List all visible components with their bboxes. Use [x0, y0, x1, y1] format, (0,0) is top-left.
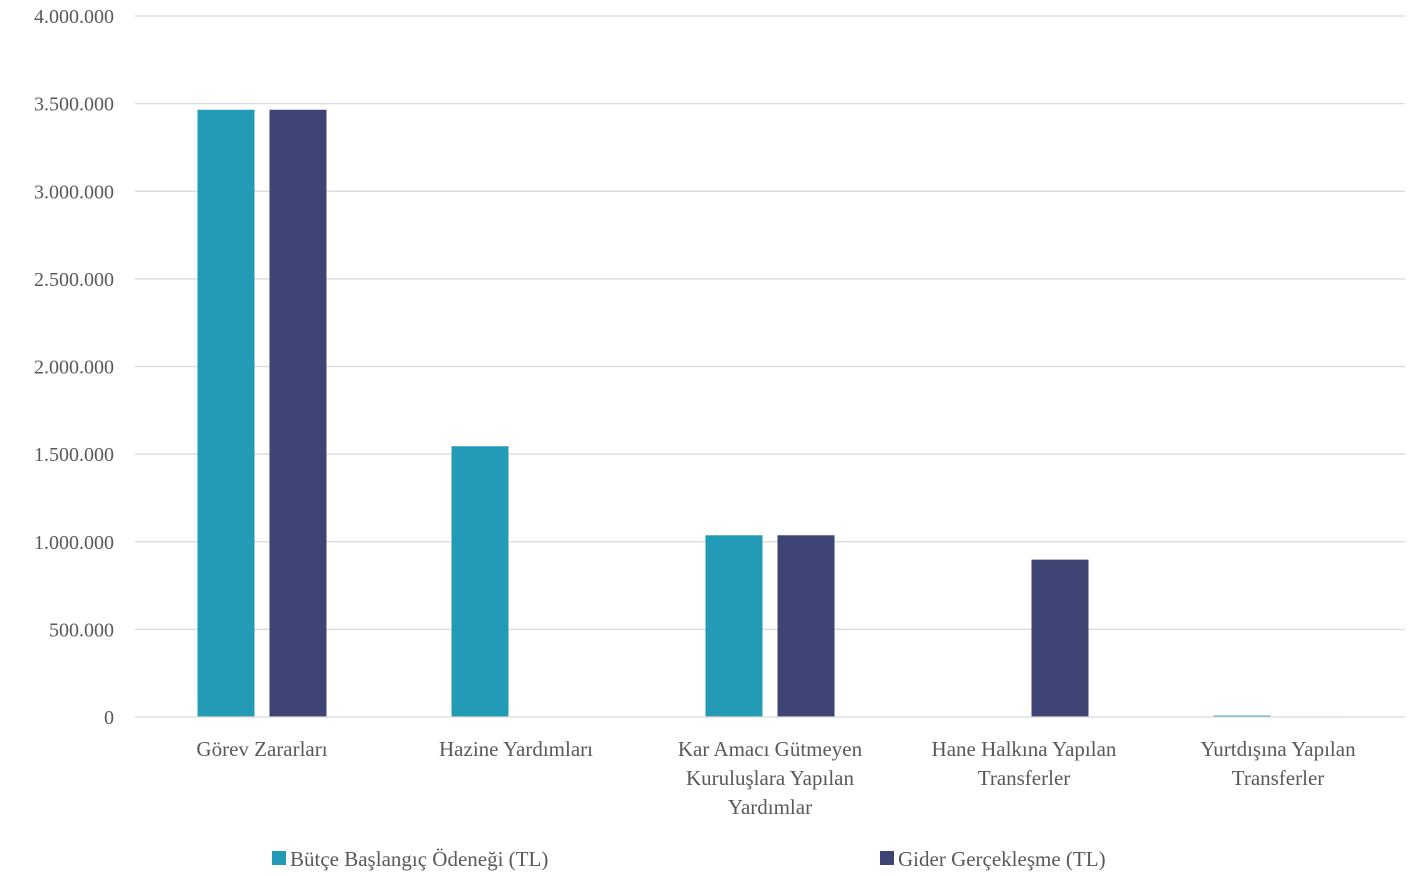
x-category-label: Kuruluşlara Yapılan: [686, 766, 854, 790]
legend: Bütçe Başlangıç Ödeneği (TL) Gider Gerçek…: [272, 847, 1106, 871]
x-category-label: Hazine Yardımları: [439, 737, 593, 761]
bar: [197, 109, 255, 718]
y-tick-label: 4.000.000: [34, 6, 114, 28]
x-category-label: Yardımlar: [728, 795, 812, 819]
gridlines: [135, 15, 1405, 631]
x-category-label: Transferler: [978, 766, 1071, 790]
legend-item: Gider Gerçekleşme (TL): [880, 847, 1106, 871]
bar: [777, 535, 835, 717]
y-axis-tick-labels: 0 500.000 1.000.000 1.500.000 2.000.000 2.500…: [34, 6, 114, 729]
legend-label: Bütçe Başlangıç Ödeneği (TL): [290, 847, 548, 871]
x-category-label: Transferler: [1232, 766, 1325, 790]
x-category-label: Görev Zararları: [196, 737, 327, 761]
x-axis-category-labels: Görev Zararları Hazine Yardımları Kar Amac…: [196, 737, 1356, 819]
x-category-label: Kar Amacı Gütmeyen: [678, 737, 863, 761]
bar: [451, 446, 509, 717]
y-tick-label: 0: [104, 707, 114, 729]
bars: [197, 109, 1343, 718]
y-tick-label: 1.000.000: [34, 532, 114, 554]
y-tick-label: 2.000.000: [34, 357, 114, 379]
bar: [269, 109, 327, 718]
y-tick-label: 500.000: [49, 619, 114, 641]
legend-label: Gider Gerçekleşme (TL): [898, 847, 1106, 871]
bar: [705, 535, 763, 717]
legend-item: Bütçe Başlangıç Ödeneği (TL): [272, 847, 548, 871]
y-tick-label: 3.000.000: [34, 181, 114, 203]
x-category-label: Hane Halkına Yapılan: [932, 737, 1117, 761]
legend-swatch: [880, 851, 894, 865]
y-tick-label: 1.500.000: [34, 444, 114, 466]
legend-swatch: [272, 851, 286, 865]
x-category-label: Yurtdışına Yapılan: [1200, 737, 1356, 761]
y-tick-label: 3.500.000: [34, 94, 114, 116]
y-tick-label: 2.500.000: [34, 269, 114, 291]
bar: [1031, 559, 1089, 717]
bar: [1213, 715, 1271, 717]
